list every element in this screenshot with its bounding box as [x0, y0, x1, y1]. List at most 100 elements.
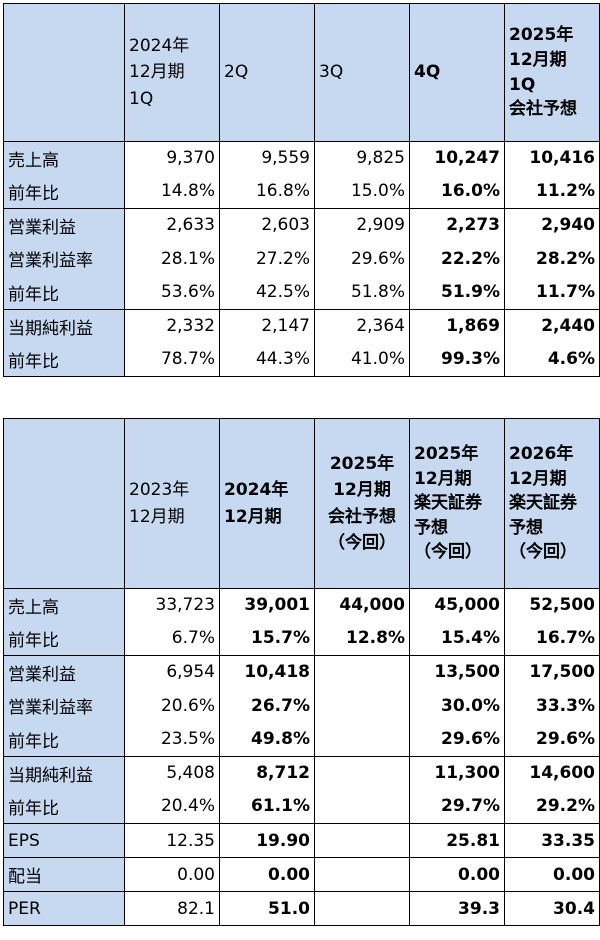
table-cell: 0.00 [124, 857, 220, 892]
table-cell [314, 688, 410, 723]
table-cell: 33.35 [504, 823, 600, 858]
table-cell: 29.6% [314, 241, 410, 276]
table-row: 売上高 9,370 9,559 9,825 10,247 10,416 [3, 141, 600, 175]
row-label: 営業利益率 [3, 241, 125, 276]
table-cell: 2,633 [124, 208, 220, 242]
table-cell: 13,500 [409, 655, 505, 689]
table-cell: 4.6% [504, 342, 600, 377]
table-row: 当期純利益 5,408 8,712 11,300 14,600 [3, 756, 600, 790]
table-cell: 1,869 [409, 309, 505, 343]
table-cell: 42.5% [219, 275, 315, 310]
table-cell: 44.3% [219, 342, 315, 377]
table-cell: 12.8% [314, 621, 410, 656]
row-label: EPS [3, 823, 125, 858]
row-label: 前年比 [3, 275, 125, 310]
table-cell: 39.3 [409, 891, 505, 926]
row-label: 営業利益 [3, 655, 125, 689]
table-cell: 99.3% [409, 342, 505, 377]
table-cell: 29.6% [409, 722, 505, 757]
column-header: 2025年 12月期 1Q 会社予想 [504, 3, 600, 142]
column-header: 2024年 12月期 1Q [124, 3, 220, 142]
table-cell: 11.7% [504, 275, 600, 310]
table-cell: 12.35 [124, 823, 220, 858]
table-cell: 9,825 [314, 141, 410, 175]
table-cell [314, 789, 410, 824]
table-corner [3, 3, 125, 142]
table-cell: 29.7% [409, 789, 505, 824]
row-label: 売上高 [3, 588, 125, 622]
row-label: 前年比 [3, 342, 125, 377]
table-cell: 2,603 [219, 208, 315, 242]
annual-results-table: 2023年 12月期 2024年 12月期 2025年 12月期 会社予想 （今回） 20… [3, 418, 600, 926]
table-cell: 2,273 [409, 208, 505, 242]
row-label: 前年比 [3, 621, 125, 656]
table-cell: 2,909 [314, 208, 410, 242]
table-cell: 11.2% [504, 174, 600, 209]
column-header: 4Q [409, 3, 505, 142]
table-cell: 28.1% [124, 241, 220, 276]
table-cell [314, 857, 410, 892]
table-cell: 29.6% [504, 722, 600, 757]
row-label: 売上高 [3, 141, 125, 175]
table-cell [314, 891, 410, 926]
table-cell: 14,600 [504, 756, 600, 790]
table-corner [3, 418, 125, 589]
quarterly-results-table: 2024年 12月期 1Q 2Q 3Q 4Q 2025年 12月期 1Q 会社予想 売上高… [3, 3, 600, 377]
table-row: 前年比 23.5% 49.8% 29.6% 29.6% [3, 722, 600, 757]
table-row: 前年比 6.7% 15.7% 12.8% 15.4% 16.7% [3, 621, 600, 656]
table-cell: 52,500 [504, 588, 600, 622]
row-label: 営業利益率 [3, 688, 125, 723]
column-header: 3Q [314, 3, 410, 142]
row-label: 前年比 [3, 789, 125, 824]
table-cell: 20.6% [124, 688, 220, 723]
row-label: 営業利益 [3, 208, 125, 242]
table-cell: 0.00 [504, 857, 600, 892]
table-cell: 33.3% [504, 688, 600, 723]
table-cell: 51.8% [314, 275, 410, 310]
column-header: 2025年 12月期 楽天証券 予想 （今回） [409, 418, 505, 589]
table-cell: 16.0% [409, 174, 505, 209]
column-header: 2024年 12月期 [219, 418, 315, 589]
table-row: 前年比 78.7% 44.3% 41.0% 99.3% 4.6% [3, 342, 600, 377]
table-cell [314, 823, 410, 858]
table-cell: 29.2% [504, 789, 600, 824]
table-cell [314, 756, 410, 790]
table-cell: 9,559 [219, 141, 315, 175]
table-cell: 41.0% [314, 342, 410, 377]
table-cell: 39,001 [219, 588, 315, 622]
table-cell: 10,247 [409, 141, 505, 175]
table-row: 前年比 53.6% 42.5% 51.8% 51.9% 11.7% [3, 275, 600, 310]
table-cell: 2,940 [504, 208, 600, 242]
table-cell: 16.8% [219, 174, 315, 209]
column-header: 2026年 12月期 楽天証券 予想 （今回） [504, 418, 600, 589]
table-cell: 10,418 [219, 655, 315, 689]
table-row: 配当 0.00 0.00 0.00 0.00 [3, 857, 600, 892]
table-cell: 5,408 [124, 756, 220, 790]
table-cell [314, 722, 410, 757]
table-cell: 33,723 [124, 588, 220, 622]
table-row: 営業利益率 20.6% 26.7% 30.0% 33.3% [3, 688, 600, 723]
table-cell: 6,954 [124, 655, 220, 689]
row-label: 当期純利益 [3, 309, 125, 343]
table-cell: 15.7% [219, 621, 315, 656]
table-row: 前年比 20.4% 61.1% 29.7% 29.2% [3, 789, 600, 824]
table-cell: 2,332 [124, 309, 220, 343]
table-row: 営業利益率 28.1% 27.2% 29.6% 22.2% 28.2% [3, 241, 600, 276]
table-cell: 0.00 [409, 857, 505, 892]
table-cell: 20.4% [124, 789, 220, 824]
table-cell: 16.7% [504, 621, 600, 656]
table-cell: 51.0 [219, 891, 315, 926]
table-cell: 30.0% [409, 688, 505, 723]
table-cell: 22.2% [409, 241, 505, 276]
column-header: 2023年 12月期 [124, 418, 220, 589]
table-cell: 49.8% [219, 722, 315, 757]
table-cell: 14.8% [124, 174, 220, 209]
table-cell: 78.7% [124, 342, 220, 377]
table-cell: 45,000 [409, 588, 505, 622]
table-cell: 26.7% [219, 688, 315, 723]
table-cell: 11,300 [409, 756, 505, 790]
table-row: 売上高 33,723 39,001 44,000 45,000 52,500 [3, 588, 600, 622]
row-label: 配当 [3, 857, 125, 892]
table-cell: 23.5% [124, 722, 220, 757]
table-cell: 15.4% [409, 621, 505, 656]
